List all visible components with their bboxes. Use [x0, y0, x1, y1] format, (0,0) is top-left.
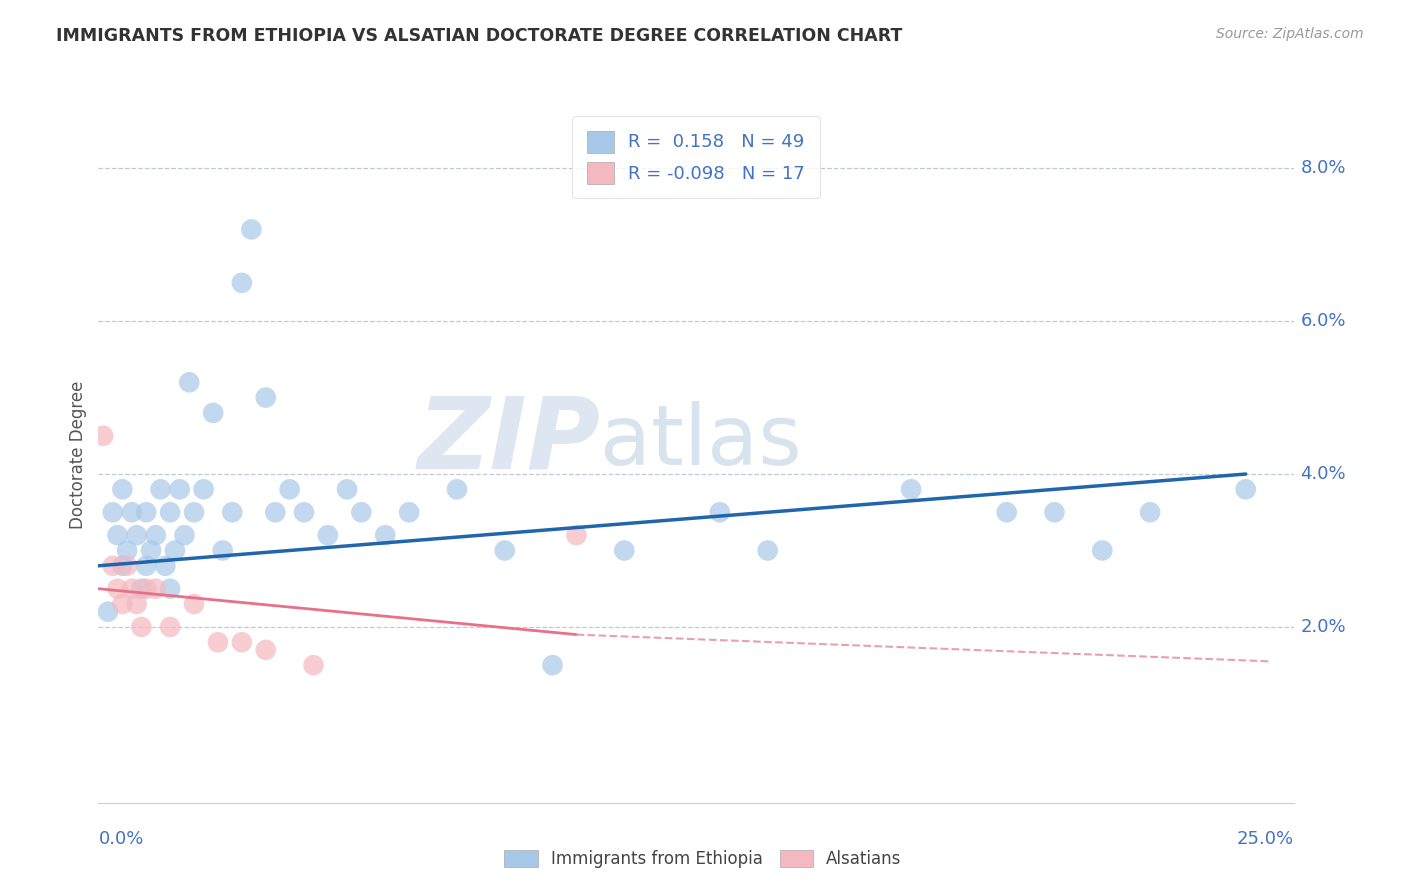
Text: 25.0%: 25.0%	[1236, 830, 1294, 847]
Text: 0.0%: 0.0%	[98, 830, 143, 847]
Point	[565, 528, 588, 542]
Point	[240, 222, 263, 236]
Point	[107, 582, 129, 596]
Point	[995, 505, 1018, 519]
Text: Source: ZipAtlas.com: Source: ZipAtlas.com	[1216, 27, 1364, 41]
Point	[121, 505, 143, 519]
Point	[756, 543, 779, 558]
Point	[115, 558, 138, 573]
Point	[135, 558, 157, 573]
Point	[131, 620, 153, 634]
Text: 2.0%: 2.0%	[1301, 618, 1346, 636]
Text: 8.0%: 8.0%	[1301, 159, 1346, 178]
Point	[1139, 505, 1161, 519]
Point	[202, 406, 225, 420]
Legend: R =  0.158   N = 49, R = -0.098   N = 17: R = 0.158 N = 49, R = -0.098 N = 17	[572, 116, 820, 198]
Point	[135, 505, 157, 519]
Point	[302, 658, 325, 673]
Point	[149, 483, 172, 497]
Point	[145, 528, 167, 542]
Point	[541, 658, 564, 673]
Point	[231, 635, 253, 649]
Point	[264, 505, 287, 519]
Text: atlas: atlas	[600, 401, 801, 482]
Y-axis label: Doctorate Degree: Doctorate Degree	[69, 381, 87, 529]
Point	[111, 483, 134, 497]
Point	[193, 483, 215, 497]
Text: ZIP: ZIP	[418, 392, 600, 490]
Point	[221, 505, 243, 519]
Point	[900, 483, 922, 497]
Text: 4.0%: 4.0%	[1301, 465, 1346, 483]
Point	[374, 528, 396, 542]
Point	[115, 543, 138, 558]
Point	[183, 505, 205, 519]
Point	[107, 528, 129, 542]
Point	[169, 483, 191, 497]
Point	[111, 597, 134, 611]
Point	[131, 582, 153, 596]
Point	[231, 276, 253, 290]
Point	[159, 505, 181, 519]
Point	[97, 605, 120, 619]
Text: 6.0%: 6.0%	[1301, 312, 1346, 330]
Point	[446, 483, 468, 497]
Point	[125, 528, 148, 542]
Point	[145, 582, 167, 596]
Point	[173, 528, 195, 542]
Point	[101, 505, 124, 519]
Point	[709, 505, 731, 519]
Point	[121, 582, 143, 596]
Point	[91, 429, 114, 443]
Point	[101, 558, 124, 573]
Point	[159, 582, 181, 596]
Point	[111, 558, 134, 573]
Point	[494, 543, 516, 558]
Point	[254, 643, 277, 657]
Point	[1234, 483, 1257, 497]
Point	[207, 635, 229, 649]
Point	[336, 483, 359, 497]
Point	[211, 543, 233, 558]
Legend: Immigrants from Ethiopia, Alsatians: Immigrants from Ethiopia, Alsatians	[498, 843, 908, 875]
Point	[163, 543, 186, 558]
Point	[316, 528, 339, 542]
Point	[135, 582, 157, 596]
Point	[613, 543, 636, 558]
Point	[1043, 505, 1066, 519]
Point	[159, 620, 181, 634]
Point	[155, 558, 177, 573]
Point	[254, 391, 277, 405]
Point	[139, 543, 162, 558]
Point	[292, 505, 315, 519]
Point	[1091, 543, 1114, 558]
Point	[350, 505, 373, 519]
Point	[183, 597, 205, 611]
Point	[179, 376, 201, 390]
Point	[398, 505, 420, 519]
Point	[125, 597, 148, 611]
Text: IMMIGRANTS FROM ETHIOPIA VS ALSATIAN DOCTORATE DEGREE CORRELATION CHART: IMMIGRANTS FROM ETHIOPIA VS ALSATIAN DOC…	[56, 27, 903, 45]
Point	[278, 483, 301, 497]
